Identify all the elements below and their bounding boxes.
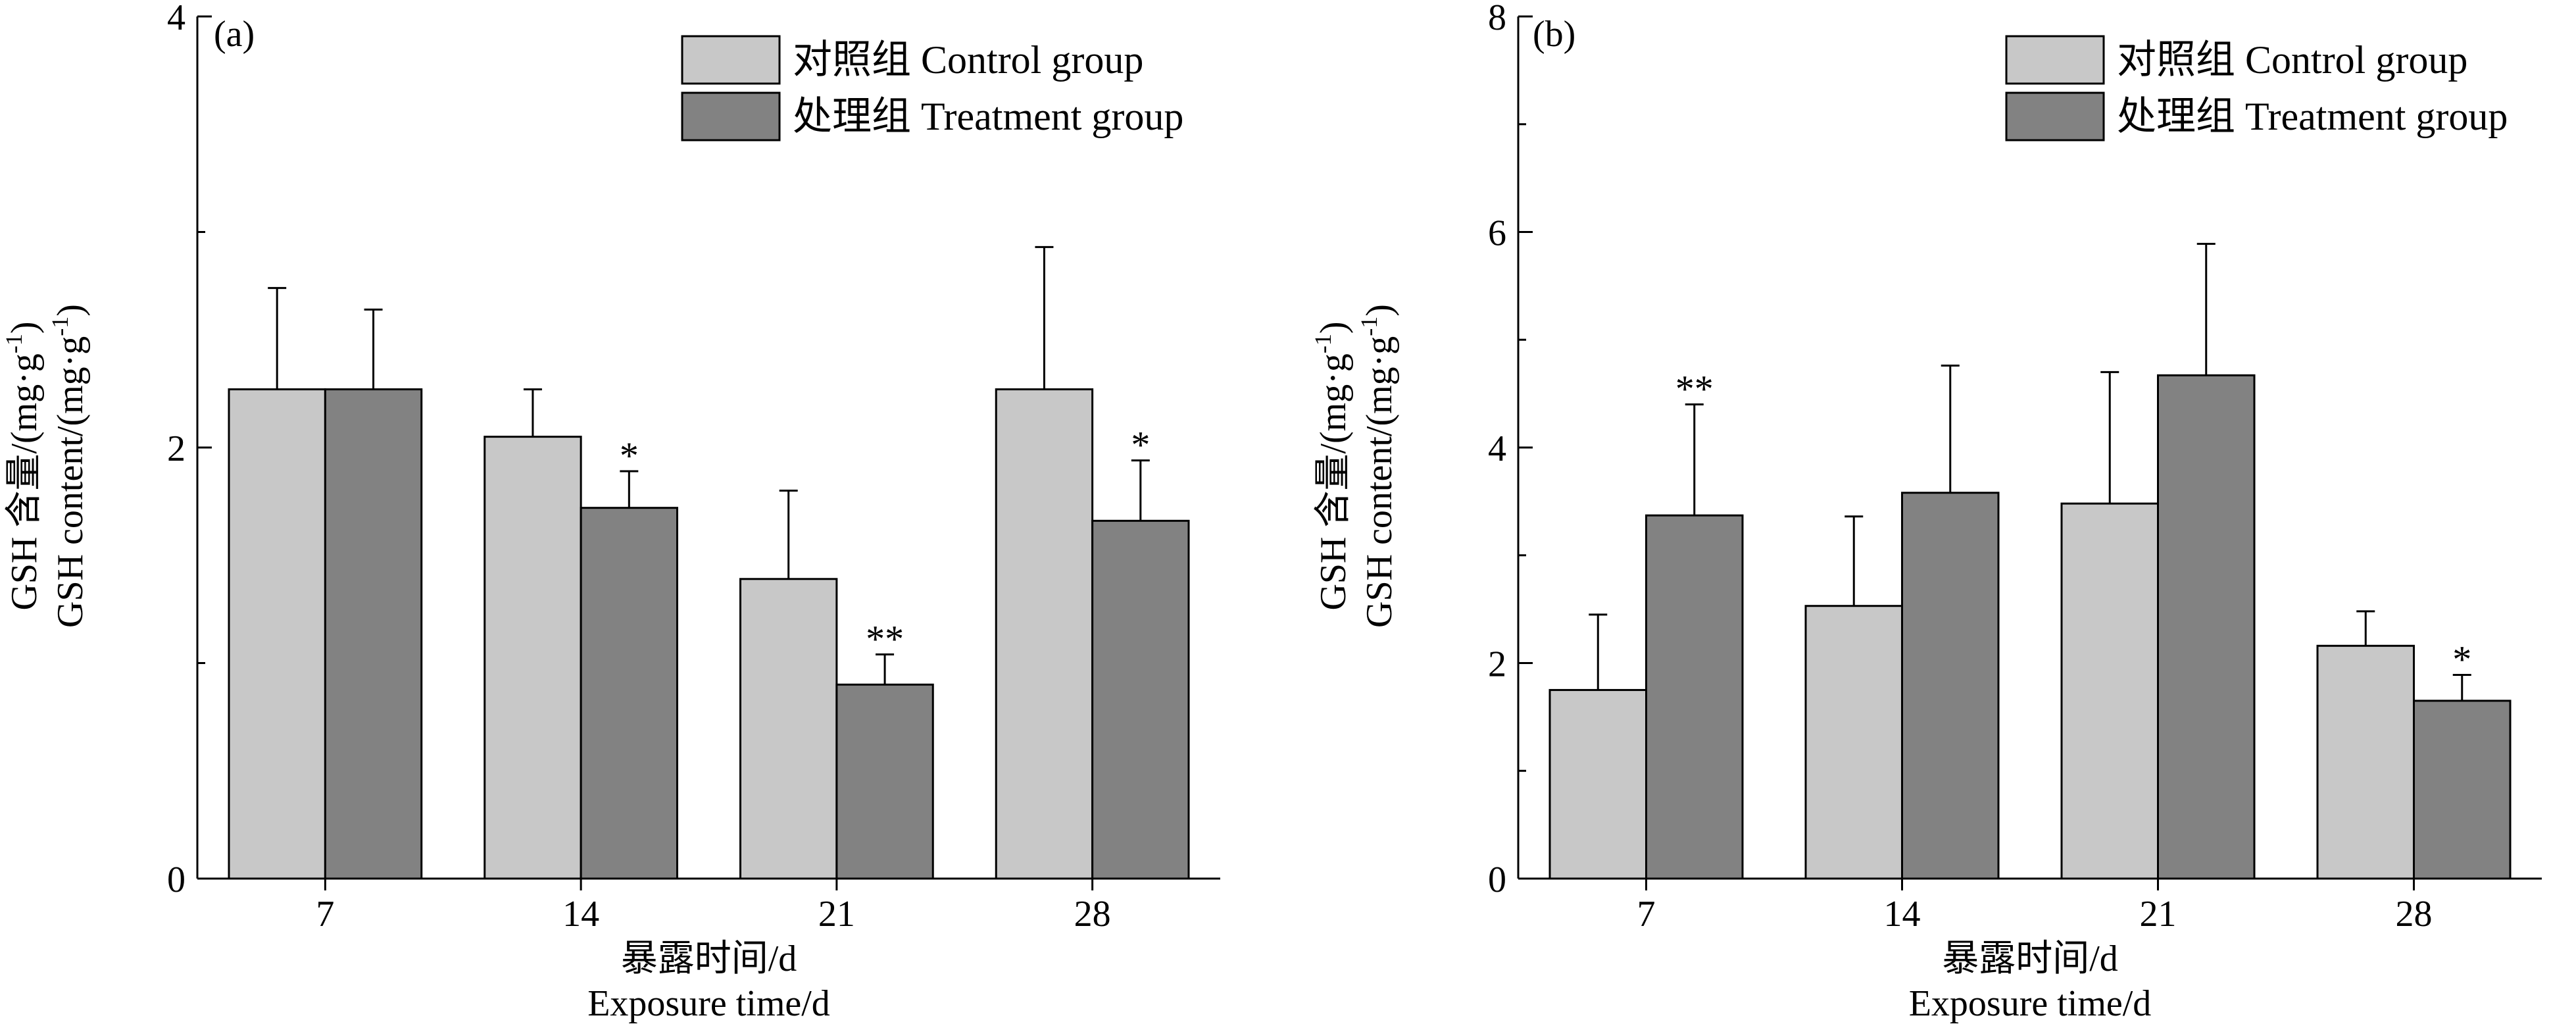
y-axis-title-cn-superscript: -1: [1310, 334, 1336, 353]
bar-control: [995, 388, 1094, 880]
y-tick-label: 4: [1488, 428, 1506, 469]
legend-swatch-control: [681, 35, 781, 85]
y-axis-title-cn-close: ): [4, 321, 45, 334]
x-axis-title-cn: 暴露时间/d: [621, 938, 797, 979]
y-axis-title-en: GSH content/(mg·g-1): [47, 304, 91, 628]
y-axis-title-cn-close: ): [1313, 321, 1354, 334]
x-axis-title-en: Exposure time/d: [1909, 983, 2152, 1024]
y-axis-title-en-close: ): [50, 304, 91, 317]
bar-treatment: [2413, 700, 2512, 880]
x-tick-label: 28: [2396, 894, 2433, 935]
significance-mark: *: [620, 434, 639, 477]
x-axis-title-en: Exposure time/d: [587, 983, 830, 1024]
y-tick-label: 8: [1488, 0, 1506, 38]
legend-label-treatment: 处理组 Treatment group: [793, 95, 1183, 138]
y-tick-label: 6: [1488, 213, 1506, 254]
bar-control: [483, 436, 582, 880]
x-tick-label: 21: [818, 894, 855, 935]
y-axis-title-en-close: ): [1359, 304, 1400, 317]
y-axis-title-en: GSH content/(mg·g-1): [1356, 304, 1400, 628]
bar-treatment: [835, 683, 934, 880]
y-tick-label: 0: [167, 859, 186, 900]
bar-treatment: [1091, 519, 1190, 880]
bar-treatment: [2157, 374, 2256, 880]
bar-control: [2316, 644, 2415, 880]
x-tick-label: 7: [316, 894, 334, 935]
y-axis-title-en-superscript: -1: [1356, 317, 1382, 336]
y-axis-title-cn-text: GSH 含量/(mg·g: [4, 353, 45, 610]
y-tick-label: 2: [1488, 644, 1506, 685]
y-axis-title-en-text: GSH content/(mg·g: [1359, 336, 1400, 628]
bar-treatment: [324, 388, 423, 880]
legend-label-control: 对照组 Control group: [793, 38, 1143, 82]
significance-mark: *: [1131, 424, 1150, 467]
y-axis-title-cn-text: GSH 含量/(mg·g: [1313, 353, 1354, 610]
y-axis-title-cn: GSH 含量/(mg·g-1): [1310, 321, 1354, 610]
significance-mark: **: [1675, 368, 1714, 411]
bar-control: [228, 388, 326, 880]
x-tick-label: 21: [2140, 894, 2177, 935]
bar-control: [1548, 688, 1647, 880]
legend-label-treatment: 处理组 Treatment group: [2117, 95, 2508, 138]
panel-label: (b): [1533, 14, 1575, 55]
bar-control: [739, 578, 838, 880]
bar-control: [1804, 605, 1903, 880]
y-axis-title-en-superscript: -1: [47, 317, 73, 336]
y-axis-title-cn: GSH 含量/(mg·g-1): [1, 321, 45, 610]
legend-swatch-treatment: [2005, 91, 2105, 141]
bar-treatment: [580, 507, 678, 880]
bar-treatment: [1901, 492, 2000, 880]
y-axis-title-en-text: GSH content/(mg·g: [50, 336, 91, 628]
y-tick-label: 0: [1488, 859, 1506, 900]
legend-swatch-treatment: [681, 91, 781, 141]
legend-swatch-control: [2005, 35, 2105, 85]
panel-label: (a): [214, 14, 255, 55]
y-axis-title-cn-superscript: -1: [1, 334, 27, 353]
y-tick-label: 4: [167, 0, 186, 38]
x-tick-label: 14: [562, 894, 599, 935]
significance-mark: **: [866, 617, 904, 660]
bar-treatment: [1645, 514, 1744, 880]
legend-label-control: 对照组 Control group: [2117, 38, 2467, 82]
significance-mark: *: [2452, 638, 2471, 681]
x-tick-label: 7: [1637, 894, 1656, 935]
bar-control: [2060, 502, 2159, 880]
x-tick-label: 14: [1884, 894, 1921, 935]
x-axis-title-cn: 暴露时间/d: [1942, 938, 2118, 979]
y-tick-label: 2: [167, 428, 186, 469]
x-tick-label: 28: [1074, 894, 1111, 935]
